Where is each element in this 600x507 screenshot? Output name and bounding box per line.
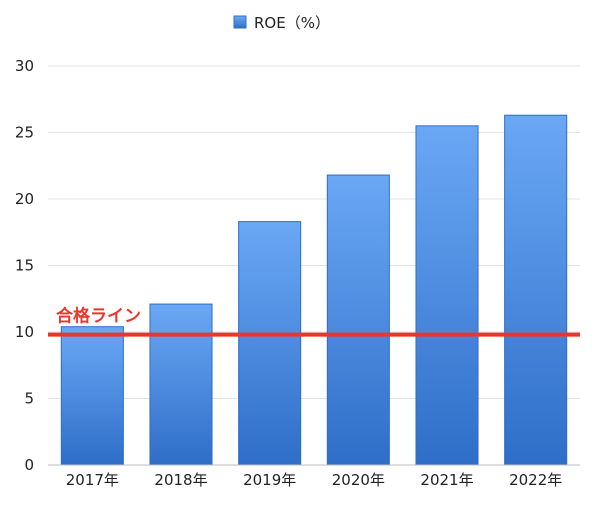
y-tick-label: 20: [15, 190, 34, 208]
threshold-label: 合格ライン: [56, 306, 141, 327]
y-tick-label: 25: [15, 124, 34, 142]
x-axis-ticks: 2017年 2018年 2019年 2020年 2021年 2022年: [66, 471, 563, 489]
x-tick-label: 2018年: [154, 471, 207, 489]
y-tick-label: 0: [24, 456, 34, 474]
bar: [504, 114, 568, 466]
legend-label: ROE（%）: [254, 14, 330, 32]
bar: [149, 303, 213, 466]
x-tick-label: 2020年: [332, 471, 385, 489]
x-tick-label: 2021年: [420, 471, 473, 489]
x-tick-label: 2017年: [66, 471, 119, 489]
x-tick-label: 2019年: [243, 471, 296, 489]
y-axis-ticks: 0 5 10 15 20 25 30: [15, 57, 34, 474]
legend-swatch: [233, 15, 247, 29]
bar: [60, 326, 124, 466]
threshold: 合格ライン: [48, 306, 580, 337]
y-tick-label: 10: [15, 323, 34, 341]
y-tick-label: 5: [24, 390, 34, 408]
bar: [238, 221, 302, 466]
bar: [415, 125, 479, 466]
bar: [326, 174, 390, 466]
bars: [60, 114, 568, 466]
y-tick-label: 30: [15, 57, 34, 75]
gridlines: [48, 65, 580, 399]
legend: ROE（%）: [233, 14, 330, 32]
x-tick-label: 2022年: [509, 471, 562, 489]
y-tick-label: 15: [15, 257, 34, 275]
